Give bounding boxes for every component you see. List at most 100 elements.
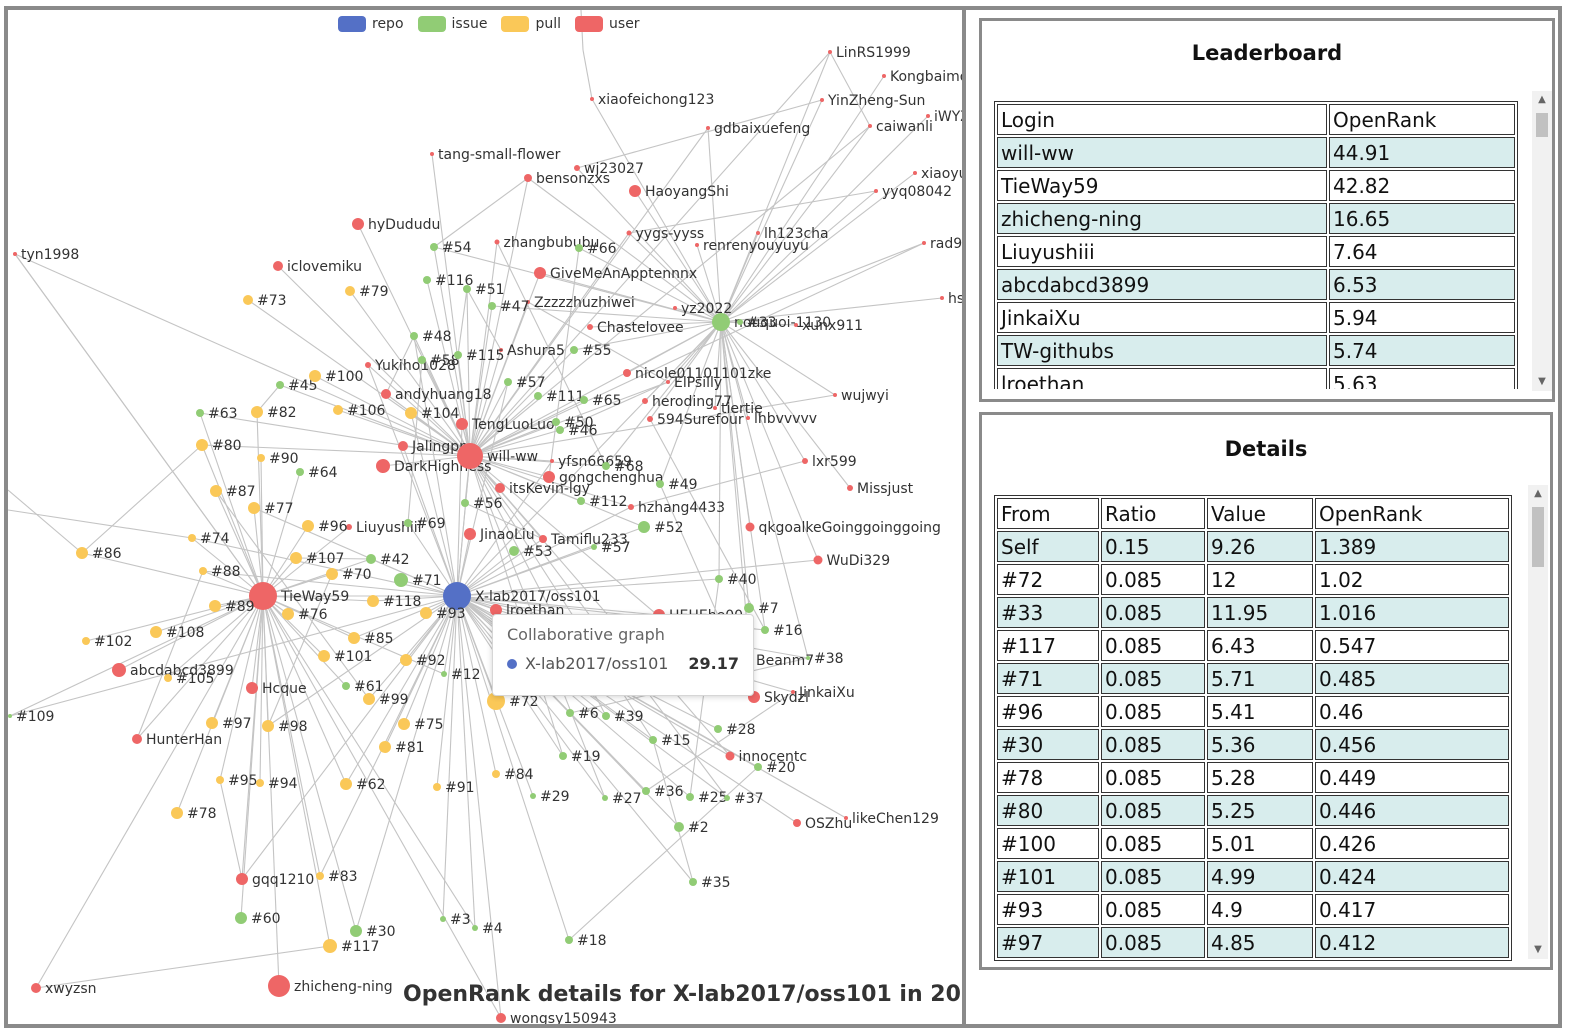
leaderboard-row[interactable]: abcdabcd3899 6.53 [997,269,1515,300]
leaderboard-header-login[interactable]: Login [997,104,1327,135]
graph-node-117[interactable]: #117 [323,939,379,955]
graph-node-marker[interactable] [348,632,360,644]
graph-node-marker[interactable] [570,346,578,354]
graph-node-marker[interactable] [725,751,735,761]
graph-node-marker[interactable] [495,483,505,493]
graph-node-36[interactable]: #36 [642,784,684,800]
graph-node-marker[interactable] [251,406,263,418]
graph-node-marker[interactable] [629,185,641,197]
graph-node-marker[interactable] [490,604,502,616]
details-row[interactable]: #96 0.085 5.41 0.46 [997,696,1509,727]
graph-node-wujwyi[interactable]: wujwyi [833,388,889,404]
graph-node-gqq1210[interactable]: gqq1210 [236,872,314,888]
graph-node-marker[interactable] [543,471,555,483]
graph-node-97[interactable]: #97 [206,716,252,732]
graph-node-marker[interactable] [844,816,848,820]
graph-node-will-ww[interactable]: will-ww [457,443,538,469]
legend-item-repo[interactable]: repo [338,16,404,32]
details-row[interactable]: #80 0.085 5.25 0.446 [997,795,1509,826]
graph-node-elpsilly[interactable]: ElPsilly [666,375,722,391]
graph-node-marker[interactable] [363,693,375,705]
graph-node-48[interactable]: #48 [410,329,452,345]
graph-node-marker[interactable] [463,285,471,293]
graph-node-marker[interactable] [268,975,290,997]
graph-node-marker[interactable] [488,302,496,310]
graph-node-marker[interactable] [602,712,610,720]
graph-node-renrenyouyuyu[interactable]: renrenyouyuyu [695,238,809,254]
graph-node-19[interactable]: #19 [559,749,601,765]
graph-node-linrs1999[interactable]: LinRS1999 [828,45,911,61]
graph-node-101[interactable]: #101 [318,649,372,665]
graph-node-96[interactable]: #96 [302,519,348,535]
graph-node-74[interactable]: #74 [188,531,230,547]
graph-node-45[interactable]: #45 [276,378,318,394]
graph-node-yinzheng-sun[interactable]: YinZheng-Sun [820,93,925,109]
graph-node-marker[interactable] [248,502,260,514]
graph-node-42[interactable]: #42 [366,552,410,568]
details-header-from[interactable]: From [997,498,1099,529]
graph-node-marker[interactable] [196,439,208,451]
graph-node-marker[interactable] [802,458,808,464]
graph-node-71[interactable]: #71 [394,573,442,589]
graph-node-hcque[interactable]: Hcque [246,681,307,697]
graph-node-marker[interactable] [246,682,258,694]
graph-node-76[interactable]: #76 [282,607,328,623]
graph-node-marker[interactable] [649,736,657,744]
graph-node-65[interactable]: #65 [580,393,622,409]
graph-node-marker[interactable] [626,230,632,236]
graph-node-marker[interactable] [534,392,542,400]
graph-node-85[interactable]: #85 [348,631,394,647]
graph-node-marker[interactable] [577,497,585,505]
graph-node-marker[interactable] [350,925,362,937]
graph-node-46[interactable]: #46 [556,423,598,439]
graph-node-marker[interactable] [257,454,265,462]
graph-node-90[interactable]: #90 [257,451,299,467]
graph-node-marker[interactable] [379,741,391,753]
graph-node-marker[interactable] [580,396,588,404]
graph-node-marker[interactable] [440,916,446,922]
graph-node-marker[interactable] [132,734,142,744]
graph-node-nicole01101101zke[interactable]: nicole01101101zke [623,366,771,382]
graph-node-wudi329[interactable]: WuDi329 [813,553,891,569]
graph-node-abcdabcd3899[interactable]: abcdabcd3899 [112,663,234,679]
leaderboard-row[interactable]: TW-githubs 5.74 [997,335,1515,366]
graph-node-marker[interactable] [940,296,944,300]
graph-node-marker[interactable] [276,381,284,389]
graph-node-zhangbububu[interactable]: zhangbububu [494,235,600,251]
graph-node-jinkaixu[interactable]: JinkaiXu [791,685,855,701]
graph-node-tengluoluo[interactable]: TengLuoLuo [456,417,555,433]
graph-node-marker[interactable] [713,406,717,410]
details-header-openrank[interactable]: OpenRank [1315,498,1509,529]
graph-node-62[interactable]: #62 [340,777,386,793]
graph-node-marker[interactable] [793,819,801,827]
graph-node-marker[interactable] [602,462,610,470]
graph-node-marker[interactable] [587,324,593,330]
graph-node-89[interactable]: #89 [209,599,255,615]
graph-node-marker[interactable] [642,787,650,795]
graph-node-57[interactable]: #57 [504,375,546,391]
graph-node-marker[interactable] [575,244,583,252]
graph-node-marker[interactable] [874,189,878,193]
graph-node-tieway59[interactable]: TieWay59 [249,582,349,610]
graph-node-105[interactable]: #105 [164,671,214,687]
graph-node-marker[interactable] [813,555,823,565]
leaderboard-scroll-area[interactable]: Login OpenRank will-ww 44.91 TieWay59 42.82 z… [994,101,1520,389]
graph-node-marker[interactable] [550,459,554,463]
details-scroll-thumb[interactable] [1532,507,1544,567]
graph-node-marker[interactable] [423,276,431,284]
graph-node-marker[interactable] [206,717,218,729]
graph-node-marker[interactable] [638,521,650,533]
leaderboard-row[interactable]: zhicheng-ning 16.65 [997,203,1515,234]
details-row[interactable]: #71 0.085 5.71 0.485 [997,663,1509,694]
graph-node-marker[interactable] [847,485,853,491]
graph-node-28[interactable]: #28 [714,722,756,738]
graph-node-38[interactable]: #38 [806,651,844,667]
graph-node-73[interactable]: #73 [243,293,287,309]
graph-node-27[interactable]: #27 [602,791,642,807]
scroll-up-arrow-icon[interactable]: ▲ [1534,488,1542,499]
graph-node-marker[interactable] [868,124,872,128]
graph-node-marker[interactable] [398,441,408,451]
graph-node-79[interactable]: #79 [345,284,389,300]
graph-node-lh123cha[interactable]: lh123cha [756,226,829,242]
graph-node-83[interactable]: #83 [316,869,358,885]
